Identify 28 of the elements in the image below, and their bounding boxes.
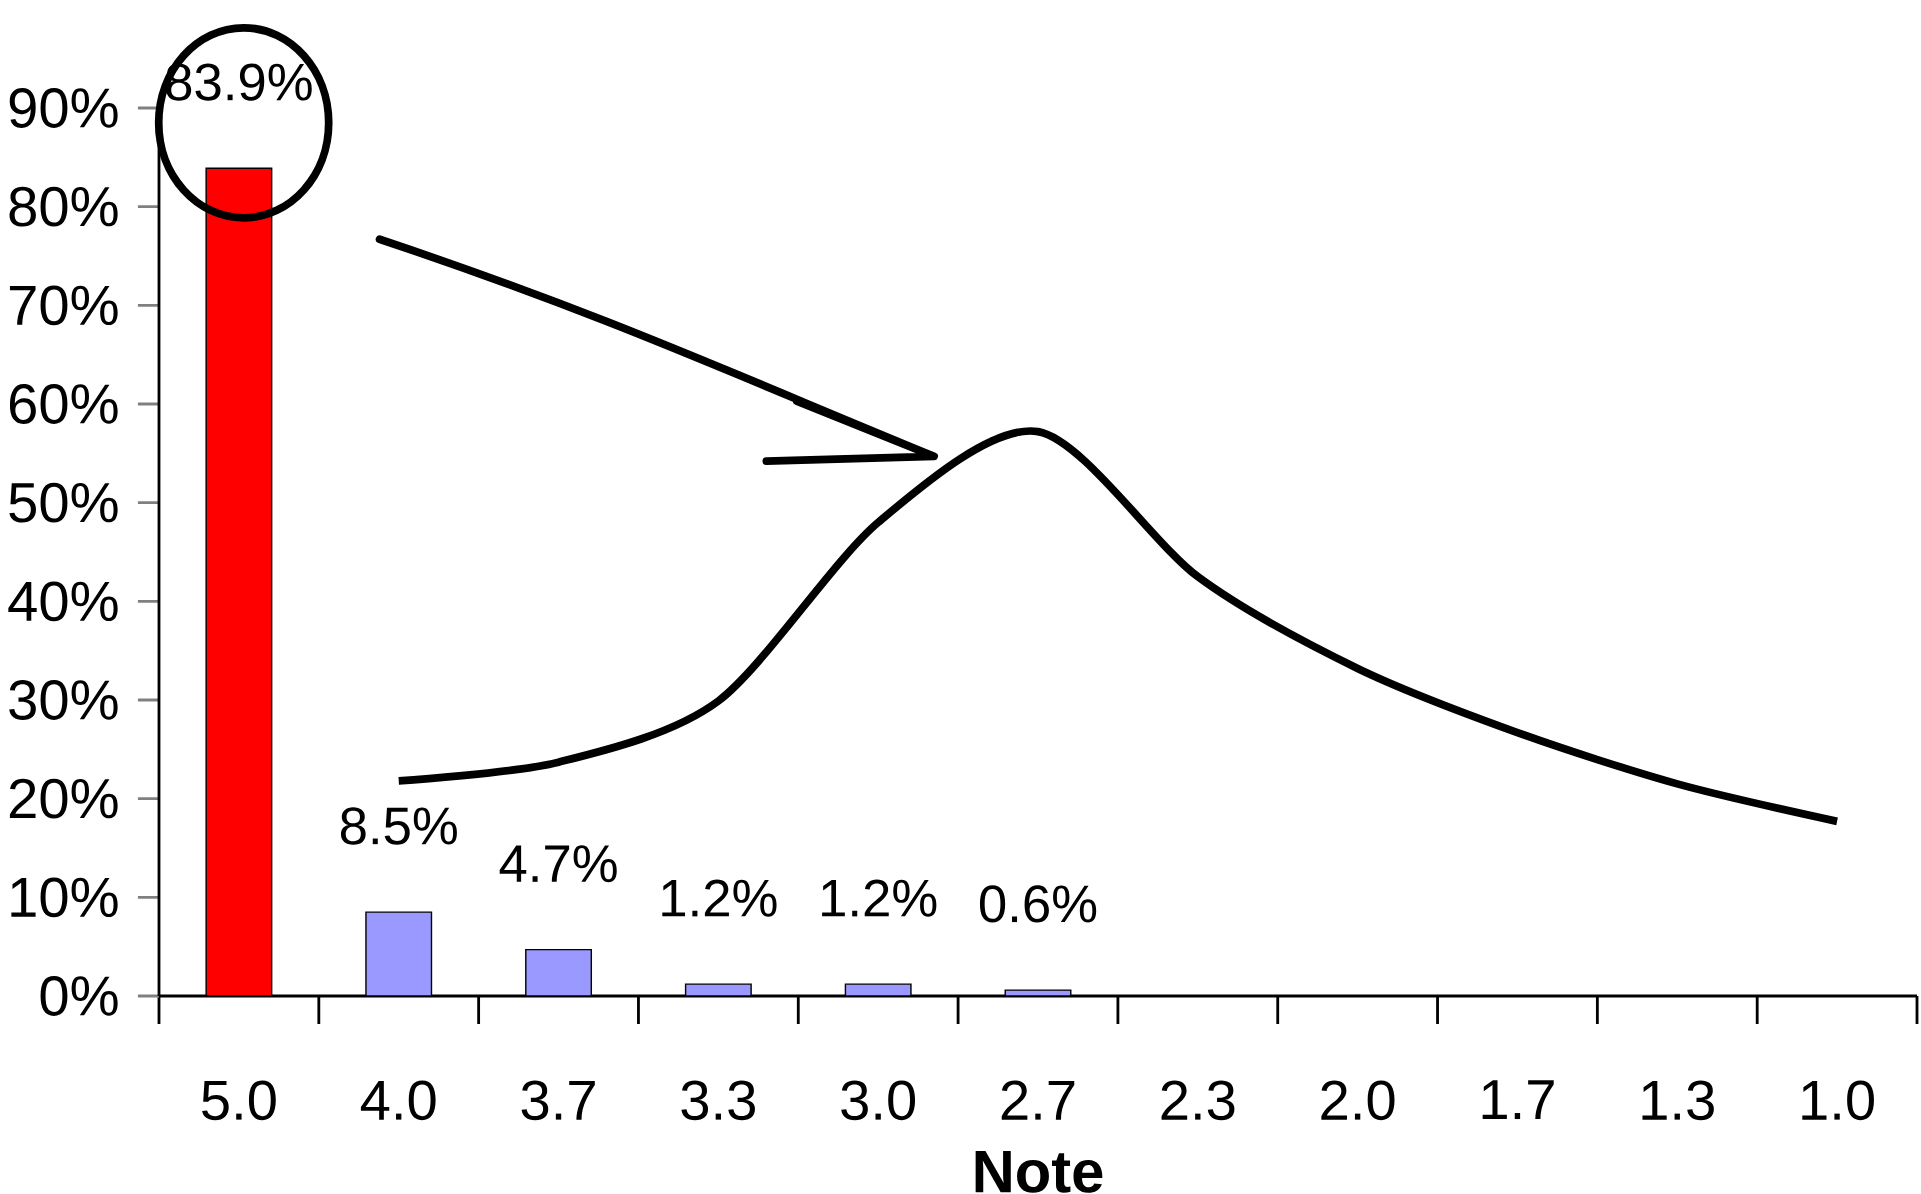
- y-tick-label: 90%: [9, 88, 118, 128]
- data-label: 83.9%: [166, 63, 312, 101]
- y-tick-label: 10%: [11, 877, 118, 918]
- data-label: 8.5%: [340, 807, 457, 845]
- y-tick-label: 0%: [40, 976, 118, 1016]
- x-tick-label: 2.7: [1001, 1080, 1075, 1120]
- y-tick-label: 20%: [9, 778, 118, 819]
- y-tick-label: 70%: [9, 285, 118, 326]
- x-axis-title: Note: [975, 1151, 1103, 1193]
- x-tick-label: 3.3: [681, 1080, 755, 1121]
- x-tick-label: 1.7: [1482, 1080, 1554, 1120]
- y-tick-label: 80%: [9, 186, 118, 227]
- data-label: 0.6%: [979, 885, 1097, 923]
- y-tick-label: 60%: [9, 384, 118, 424]
- x-tick-label: 5.0: [202, 1080, 276, 1121]
- y-tick-label: 50%: [9, 482, 118, 523]
- data-label: 1.2%: [822, 879, 937, 917]
- y-tick-label: 30%: [9, 680, 118, 720]
- x-tick-label: 2.0: [1321, 1080, 1395, 1121]
- y-tick-label: 40%: [8, 581, 118, 622]
- x-tick-label: 2.3: [1161, 1080, 1235, 1121]
- x-tick-label: 3.0: [841, 1080, 916, 1121]
- x-tick-label: 4.0: [360, 1080, 436, 1121]
- data-label: 1.2%: [662, 879, 777, 917]
- x-tick-label: 3.7: [521, 1080, 595, 1121]
- x-tick-label: 1.3: [1642, 1080, 1714, 1121]
- data-label: 4.7%: [499, 845, 617, 883]
- x-tick-label: 1.0: [1802, 1080, 1874, 1121]
